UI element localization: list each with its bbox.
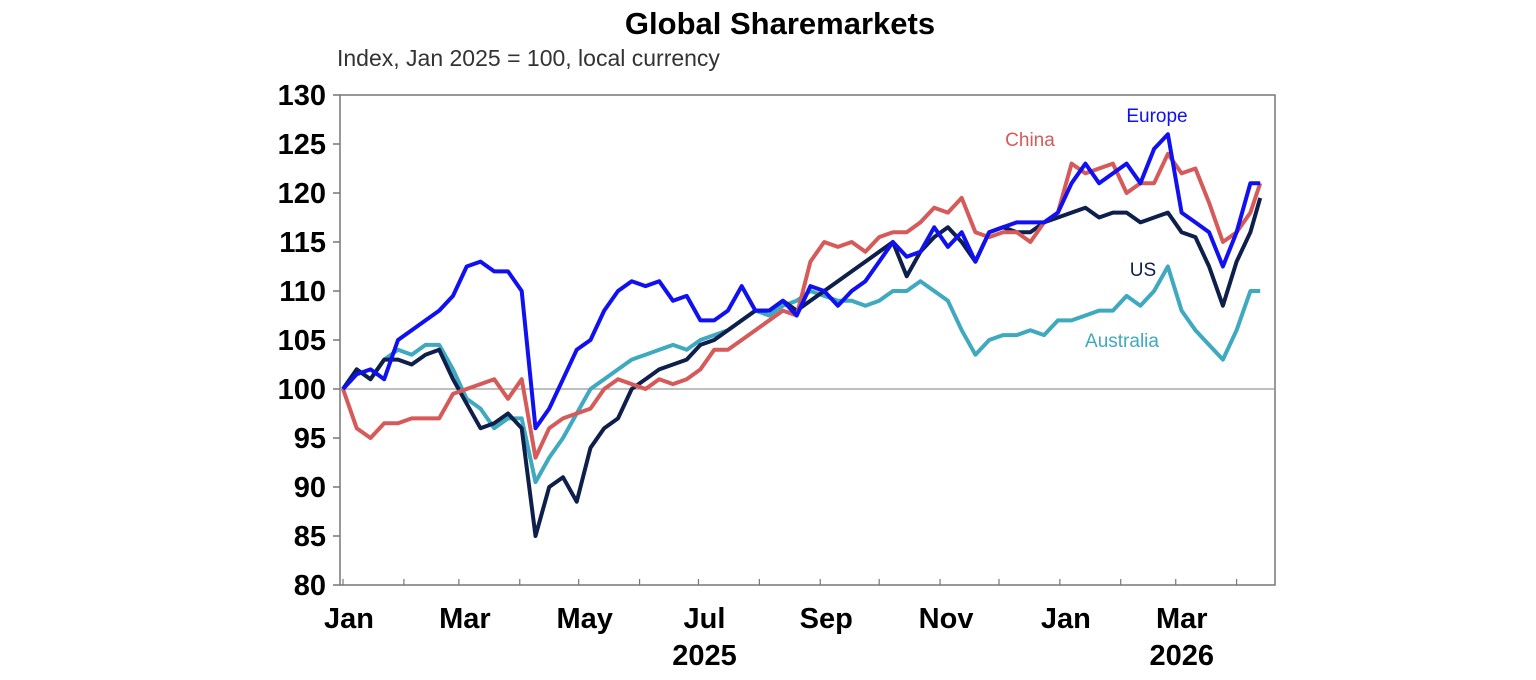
series-lines [341,132,1263,538]
y-axis: 80 85 90 95 100 105 110 115 120 125 130 [278,80,340,602]
y-tick-label: 105 [278,325,326,357]
y-tick-label: 115 [279,227,326,259]
series-labels: Australia US China Europe [1005,106,1187,352]
x-year-label: 2026 [1149,640,1214,672]
y-tick-label: 95 [294,423,326,455]
series-label-china: China [1005,130,1055,151]
y-tick-label: 85 [294,521,326,553]
series-line-china [341,151,1263,460]
series-line-us [341,197,1263,538]
x-tick-label: Mar [439,603,491,635]
y-tick-label: 100 [278,374,326,406]
series-label-europe: Europe [1126,106,1187,127]
x-tick-label: Mar [1156,603,1208,635]
y-tick-label: 120 [278,178,326,210]
x-tick-label: Jul [684,603,726,635]
series-label-australia: Australia [1085,331,1159,352]
chart-subtitle: Index, Jan 2025 = 100, local currency [337,45,720,71]
y-tick-label: 130 [278,80,326,112]
x-tick-label: Sep [800,603,853,635]
series-label-us: US [1130,260,1156,281]
x-tick-label: Jan [1041,603,1091,635]
x-axis: Jan Mar May Jul Sep Nov Jan Mar 2025 2026 [324,579,1238,672]
y-tick-label: 80 [294,570,326,602]
y-tick-label: 90 [294,472,326,504]
x-tick-label: Nov [919,603,974,635]
y-tick-label: 125 [278,129,326,161]
y-tick-label: 110 [279,276,326,308]
chart-title: Global Sharemarkets [625,6,935,41]
series-line-europe [341,132,1261,431]
x-tick-label: May [556,603,612,635]
x-tick-label: Jan [324,603,374,635]
x-year-label: 2025 [672,640,737,672]
